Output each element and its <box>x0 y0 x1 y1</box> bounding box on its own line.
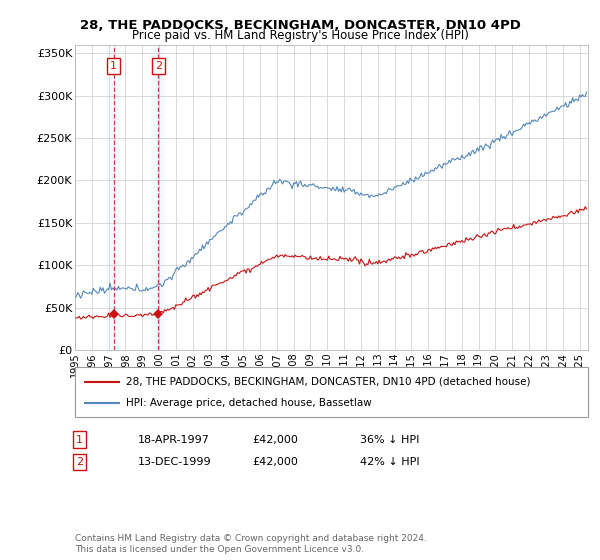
Bar <box>106 45 121 350</box>
Text: £42,000: £42,000 <box>252 457 298 467</box>
Text: HPI: Average price, detached house, Bassetlaw: HPI: Average price, detached house, Bass… <box>126 398 372 408</box>
Text: 2: 2 <box>76 457 83 467</box>
Text: 28, THE PADDOCKS, BECKINGHAM, DONCASTER, DN10 4PD (detached house): 28, THE PADDOCKS, BECKINGHAM, DONCASTER,… <box>126 377 530 387</box>
Text: £42,000: £42,000 <box>252 435 298 445</box>
Text: 28, THE PADDOCKS, BECKINGHAM, DONCASTER, DN10 4PD: 28, THE PADDOCKS, BECKINGHAM, DONCASTER,… <box>80 18 520 32</box>
Text: 1: 1 <box>76 435 83 445</box>
Text: 1: 1 <box>110 61 117 71</box>
Text: Price paid vs. HM Land Registry's House Price Index (HPI): Price paid vs. HM Land Registry's House … <box>131 29 469 42</box>
Text: 18-APR-1997: 18-APR-1997 <box>138 435 210 445</box>
Text: Contains HM Land Registry data © Crown copyright and database right 2024.
This d: Contains HM Land Registry data © Crown c… <box>75 534 427 554</box>
Text: 2: 2 <box>155 61 162 71</box>
Text: 42% ↓ HPI: 42% ↓ HPI <box>360 457 419 467</box>
Bar <box>151 45 166 350</box>
Text: 36% ↓ HPI: 36% ↓ HPI <box>360 435 419 445</box>
Text: 13-DEC-1999: 13-DEC-1999 <box>138 457 212 467</box>
